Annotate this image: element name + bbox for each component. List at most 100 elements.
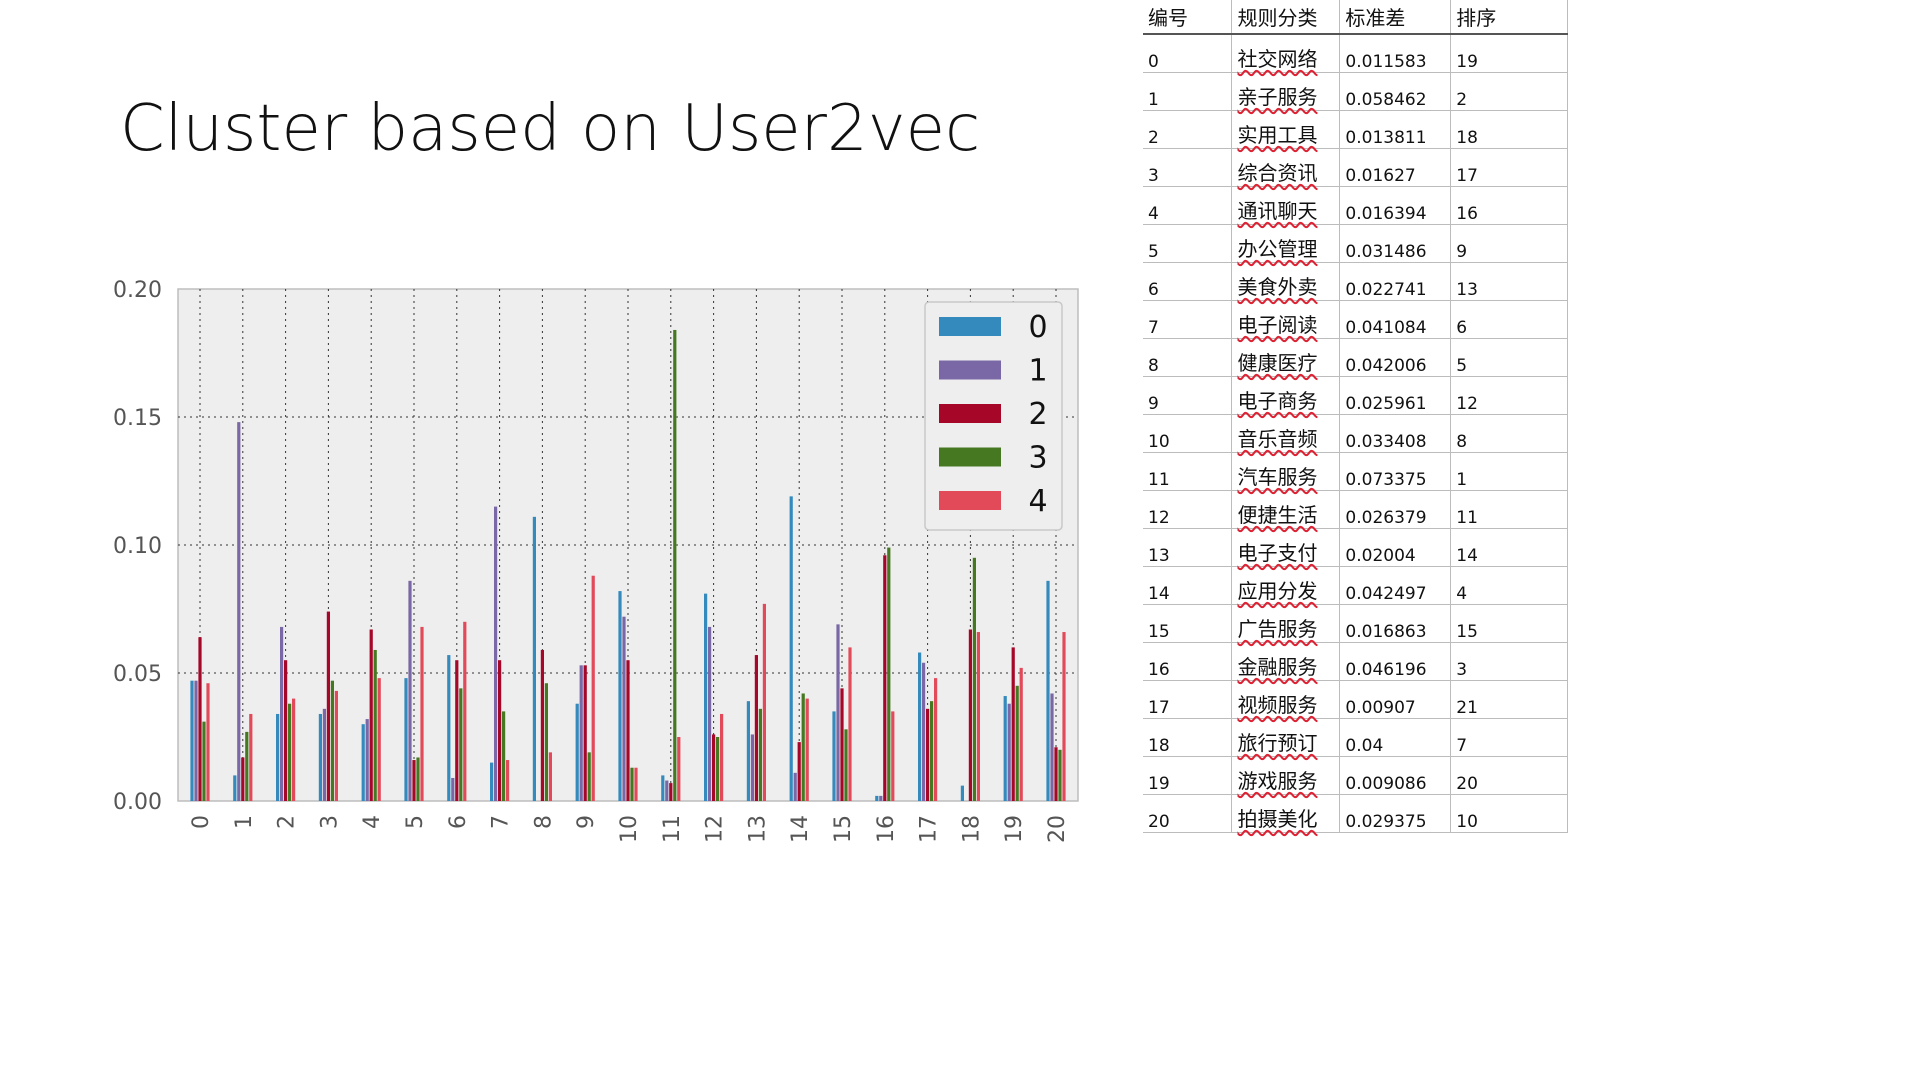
bar-cat0-series2 — [198, 637, 202, 801]
table-row: 17 视频服务 0.00907 21 — [1143, 680, 1568, 719]
table-row: 9 电子商务 0.025961 12 — [1143, 376, 1568, 415]
row-rank: 15 — [1450, 604, 1568, 643]
y-tick-labels: 0.00 0.05 0.10 0.15 0.20 — [113, 278, 162, 815]
bar-cat4-series4 — [377, 678, 381, 801]
row-id: 4 — [1143, 186, 1233, 225]
x-tick-label: 20 — [1045, 815, 1070, 843]
bar-cat4-series2 — [369, 629, 373, 801]
bar-cat11-series3 — [673, 329, 677, 801]
table-row: 4 通讯聊天 0.016394 16 — [1143, 186, 1568, 225]
row-std: 0.016863 — [1339, 604, 1452, 643]
bar-cat3-series0 — [318, 713, 322, 801]
bar-cat14-series4 — [805, 698, 809, 801]
bar-chart: 0.000.050.100.150.20 0 1 2 3 4 5 6 7 8 9 10 11 12 13 1… — [113, 278, 1079, 843]
table-row: 7 电子阅读 0.041084 6 — [1143, 300, 1568, 339]
table-row: 13 电子支付 0.02004 14 — [1143, 528, 1568, 567]
x-tick-label: 6 — [446, 815, 471, 829]
bar-cat0-series3 — [202, 721, 206, 801]
table-row: 15 广告服务 0.016863 15 — [1143, 604, 1568, 643]
row-std: 0.042006 — [1339, 338, 1452, 377]
bar-cat7-series2 — [498, 660, 502, 801]
bar-cat5-series2 — [412, 760, 416, 801]
legend-label-0: 0 — [1028, 310, 1047, 345]
row-category: 音乐音频 — [1231, 414, 1341, 453]
row-category: 办公管理 — [1231, 224, 1341, 263]
bar-cat17-series3 — [930, 701, 934, 801]
bar-cat7-series4 — [506, 760, 510, 801]
bar-cat8-series2 — [540, 649, 544, 801]
row-category: 拍摄美化 — [1231, 794, 1341, 833]
bar-cat6-series0 — [447, 655, 451, 801]
bar-cat3-series4 — [334, 690, 338, 801]
table-row: 6 美食外卖 0.022741 13 — [1143, 262, 1568, 301]
bar-cat16-series3 — [887, 547, 891, 801]
bar-cat10-series0 — [618, 591, 622, 801]
bar-cat12-series0 — [704, 593, 708, 801]
legend-label-1: 1 — [1028, 354, 1047, 389]
bar-cat9-series3 — [587, 752, 591, 801]
bar-cat1-series2 — [241, 757, 245, 801]
legend-swatch-1 — [939, 360, 1001, 380]
row-rank: 10 — [1450, 794, 1568, 833]
table-row: 3 综合资讯 0.01627 17 — [1143, 148, 1568, 187]
row-rank: 3 — [1450, 642, 1568, 681]
bar-cat19-series0 — [1003, 696, 1007, 801]
row-category: 电子商务 — [1231, 376, 1341, 415]
table-row: 2 实用工具 0.013811 18 — [1143, 110, 1568, 149]
row-id: 1 — [1143, 72, 1233, 111]
y-tick-label: 0.20 — [113, 278, 162, 303]
row-rank: 19 — [1450, 34, 1568, 73]
row-rank: 7 — [1450, 718, 1568, 757]
row-rank: 18 — [1450, 110, 1568, 149]
rule-category-table: 编号 规则分类 标准差 排序 0 社交网络 0.011583 19 1 亲子服务 0.058… — [1143, 0, 1568, 833]
row-rank: 17 — [1450, 148, 1568, 187]
row-category: 美食外卖 — [1231, 262, 1341, 301]
bar-cat15-series4 — [848, 647, 852, 801]
bar-cat18-series2 — [968, 629, 972, 801]
table-body: 0 社交网络 0.011583 19 1 亲子服务 0.058462 2 2 实用工具 0.0138… — [1143, 34, 1568, 833]
row-category: 旅行预订 — [1231, 718, 1341, 757]
row-id: 3 — [1143, 148, 1233, 187]
bar-cat19-series1 — [1007, 703, 1011, 801]
y-tick-label: 0.05 — [113, 662, 162, 687]
bar-cat20-series3 — [1058, 749, 1062, 801]
x-tick-label: 2 — [275, 815, 300, 829]
row-std: 0.046196 — [1339, 642, 1452, 681]
legend-label-2: 2 — [1028, 397, 1047, 432]
row-std: 0.04 — [1339, 718, 1452, 757]
bar-cat16-series4 — [891, 711, 895, 801]
bar-cat16-series1 — [879, 795, 883, 801]
bar-cat9-series2 — [583, 665, 587, 801]
bar-cat2-series4 — [292, 698, 296, 801]
bar-cat10-series4 — [634, 767, 638, 801]
x-tick-label: 9 — [574, 815, 599, 829]
table-row: 11 汽车服务 0.073375 1 — [1143, 452, 1568, 491]
bar-cat17-series2 — [926, 708, 930, 801]
row-rank: 6 — [1450, 300, 1568, 339]
table-row: 16 金融服务 0.046196 3 — [1143, 642, 1568, 681]
x-tick-labels: 0 1 2 3 4 5 6 7 8 9 10 11 12 13 14 15 16 17 18 19 20 — [189, 815, 1070, 843]
legend-swatch-4 — [939, 491, 1001, 510]
row-std: 0.013811 — [1339, 110, 1452, 149]
y-tick-label: 0.15 — [113, 406, 162, 431]
bar-cat11-series2 — [669, 783, 673, 801]
row-rank: 21 — [1450, 680, 1568, 719]
header-rank: 排序 — [1450, 0, 1568, 35]
table-row: 14 应用分发 0.042497 4 — [1143, 566, 1568, 605]
row-category: 游戏服务 — [1231, 756, 1341, 795]
bar-cat15-series3 — [844, 729, 848, 801]
bar-cat18-series0 — [960, 785, 964, 801]
bar-cat4-series1 — [365, 719, 369, 801]
bar-cat18-series4 — [976, 632, 980, 801]
bar-cat20-series4 — [1062, 632, 1066, 801]
x-tick-label: 14 — [788, 815, 813, 843]
x-tick-label: 17 — [917, 815, 942, 843]
row-category: 金融服务 — [1231, 642, 1341, 681]
bar-cat7-series3 — [502, 711, 506, 801]
bar-cat12-series3 — [716, 737, 720, 801]
row-id: 17 — [1143, 680, 1233, 719]
bar-cat1-series0 — [233, 775, 237, 801]
row-id: 16 — [1143, 642, 1233, 681]
row-category: 实用工具 — [1231, 110, 1341, 149]
table-row: 1 亲子服务 0.058462 2 — [1143, 72, 1568, 111]
